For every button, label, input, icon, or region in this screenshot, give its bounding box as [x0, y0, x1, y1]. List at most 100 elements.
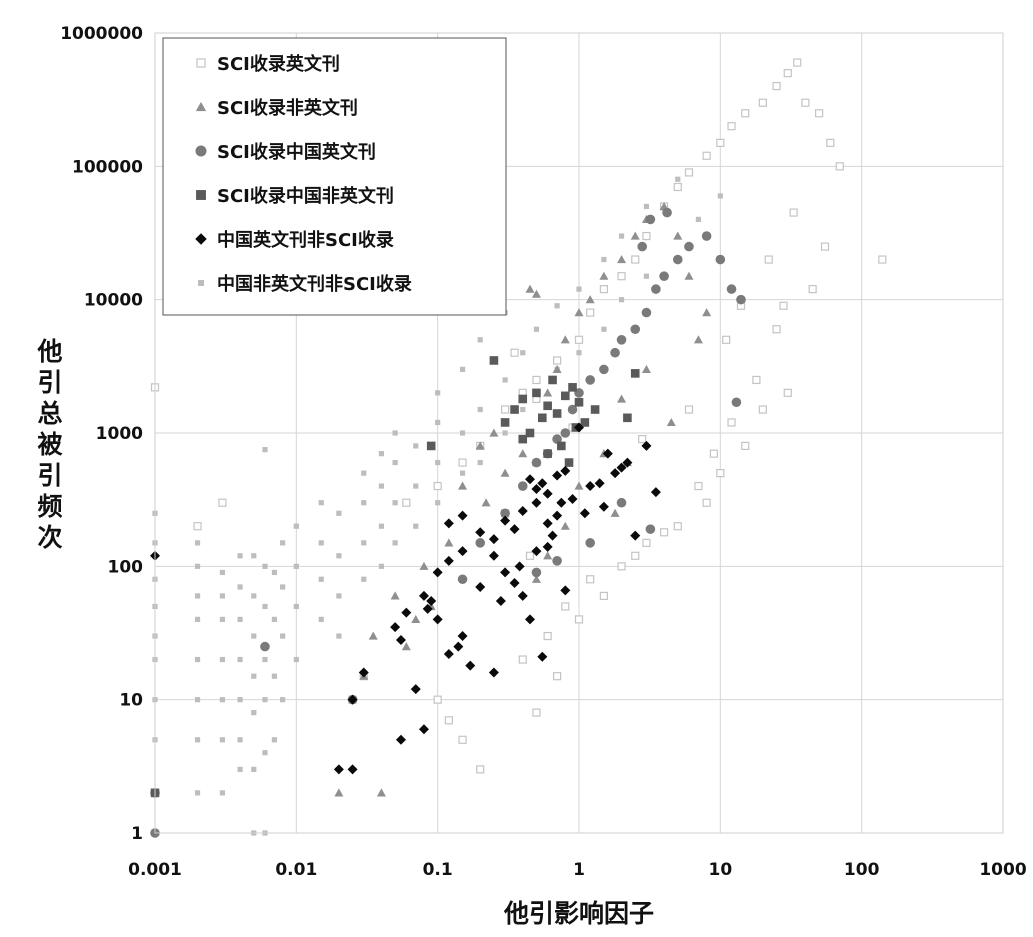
data-point [525, 284, 535, 293]
data-point [553, 356, 562, 365]
series-3 [150, 356, 640, 798]
data-point [251, 673, 257, 679]
data-point [336, 510, 342, 516]
legend-marker [195, 145, 207, 157]
data-point [731, 397, 742, 408]
data-point [552, 434, 562, 444]
data-point [585, 481, 596, 492]
data-point [401, 607, 412, 618]
data-point [293, 656, 299, 663]
data-point [547, 530, 558, 541]
data-point [251, 766, 257, 772]
data-point [194, 697, 201, 703]
data-point [318, 540, 324, 546]
data-point [251, 633, 257, 639]
data-point [726, 284, 737, 294]
data-point [336, 553, 342, 559]
data-point [531, 457, 542, 468]
data-point [585, 375, 595, 385]
data-point [280, 697, 286, 703]
data-point [826, 138, 835, 147]
data-point [543, 388, 553, 397]
data-point [481, 498, 491, 507]
data-point [219, 593, 226, 599]
data-point [459, 430, 466, 436]
data-point [560, 335, 570, 344]
data-point [219, 616, 226, 622]
legend-box [162, 37, 507, 316]
data-point [752, 375, 761, 385]
data-point [477, 459, 483, 466]
data-point [537, 478, 548, 489]
x-tick-label: 0.01 [275, 860, 317, 880]
data-point [525, 551, 535, 560]
data-point [641, 364, 651, 373]
data-point [520, 406, 526, 413]
data-point [435, 459, 441, 466]
data-point [509, 577, 520, 588]
data-point [509, 524, 520, 535]
data-point [336, 593, 342, 599]
data-point [422, 603, 433, 614]
data-point [517, 481, 528, 491]
data-point [576, 350, 582, 356]
data-point [590, 405, 600, 414]
data-point [378, 451, 385, 457]
data-point [673, 522, 682, 531]
data-point [465, 660, 476, 671]
x-tick-label: 0.1 [423, 860, 453, 880]
series-2 [150, 207, 746, 838]
data-point [458, 458, 467, 467]
data-point [637, 241, 647, 252]
data-point [554, 303, 560, 309]
legend-label: SCI收录中国非英文刊 [217, 185, 394, 207]
data-point [568, 383, 577, 392]
data-point [694, 481, 703, 491]
data-point [722, 335, 731, 344]
data-point [262, 697, 268, 703]
data-point [251, 593, 257, 599]
data-point [433, 481, 442, 491]
data-point [193, 522, 202, 531]
y-tick-label: 1 [131, 824, 143, 844]
data-point [378, 483, 385, 489]
data-point [684, 405, 694, 414]
data-point [659, 271, 669, 281]
y-tick-labels: 1 10 100 1000 10000 100000 1000000 [60, 24, 143, 844]
data-point [532, 388, 541, 398]
data-point [219, 569, 226, 576]
data-point [659, 528, 669, 537]
data-point [631, 551, 640, 560]
data-point [390, 622, 401, 633]
legend-marker [195, 233, 207, 245]
data-point [574, 422, 584, 433]
data-point [531, 497, 542, 508]
series-4 [150, 422, 661, 775]
data-point [262, 447, 268, 453]
data-point [758, 98, 767, 107]
data-point [336, 633, 342, 639]
data-point [716, 138, 725, 147]
data-point [475, 538, 486, 548]
data-point [514, 561, 525, 572]
data-point [585, 538, 595, 548]
data-point [333, 764, 344, 775]
data-point [271, 569, 278, 576]
y-axis-title-char: 频 [37, 492, 62, 521]
data-point [815, 109, 824, 118]
data-point [435, 500, 441, 506]
x-tick-label: 10 [708, 860, 732, 880]
data-point [361, 500, 367, 506]
data-point [783, 69, 792, 78]
data-point [489, 428, 499, 437]
data-point [616, 335, 627, 345]
data-point [574, 308, 584, 317]
data-point [361, 470, 367, 476]
data-point [194, 790, 201, 796]
data-point [610, 508, 620, 517]
data-point [413, 443, 419, 449]
data-point [630, 231, 640, 240]
data-point [194, 616, 201, 622]
data-point [666, 417, 676, 427]
